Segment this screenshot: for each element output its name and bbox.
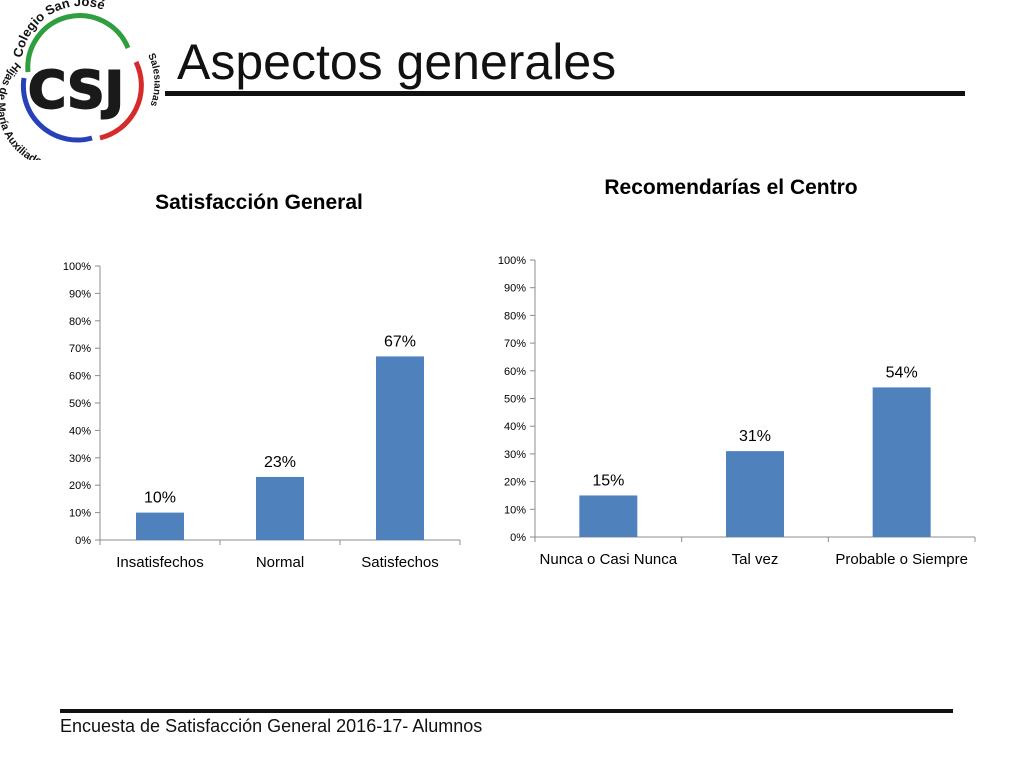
y-tick-label: 60% bbox=[504, 366, 526, 378]
chart-satisfaccion-general: Satisfacción General 0% 10% 20% 30% 40% 50% 60%… bbox=[63, 191, 461, 571]
y-tick-label: 20% bbox=[504, 477, 526, 489]
y-tick-label: 50% bbox=[69, 398, 91, 410]
y-tick-label: 30% bbox=[69, 453, 91, 465]
bar-0 bbox=[579, 495, 638, 537]
bar-1 bbox=[726, 451, 784, 537]
slide-title: Aspectos generales bbox=[177, 34, 617, 90]
chart-title: Satisfacción General bbox=[155, 191, 363, 214]
logo-monogram: CSJ bbox=[28, 61, 124, 121]
logo-arc-green bbox=[25, 13, 131, 73]
category-label: Nunca o Casi Nunca bbox=[540, 551, 678, 568]
bar-1 bbox=[256, 476, 304, 540]
chart-recomendarias-centro: Recomendarías el Centro 0% 10% 20% 30% 40% 50%… bbox=[498, 176, 976, 568]
y-tick-label: 70% bbox=[504, 338, 526, 350]
bar-2 bbox=[376, 356, 424, 540]
y-tick-label: 0% bbox=[75, 535, 91, 547]
y-tick-label: 20% bbox=[69, 480, 91, 492]
bar-0 bbox=[136, 512, 184, 540]
logo-arc-red bbox=[99, 60, 144, 141]
title-underline bbox=[165, 91, 965, 96]
y-tick-label: 80% bbox=[504, 310, 526, 322]
y-tick-label: 50% bbox=[504, 394, 526, 406]
category-label: Insatisfechos bbox=[116, 554, 204, 571]
y-tick-label: 0% bbox=[510, 532, 526, 544]
footer-caption: Encuesta de Satisfacción General 2016-17… bbox=[60, 716, 483, 736]
y-tick-label: 70% bbox=[69, 343, 91, 355]
y-tick-label: 100% bbox=[63, 261, 91, 273]
logo-ring-top: Colegio San José bbox=[10, 0, 107, 59]
y-tick-label: 40% bbox=[504, 421, 526, 433]
category-label: Probable o Siempre bbox=[835, 551, 968, 568]
data-label: 15% bbox=[592, 472, 624, 489]
category-label: Satisfechos bbox=[361, 554, 439, 571]
data-label: 23% bbox=[264, 454, 296, 471]
y-tick-label: 40% bbox=[69, 425, 91, 437]
data-label: 67% bbox=[384, 333, 416, 350]
y-tick-label: 100% bbox=[498, 255, 526, 267]
logo-arc-blue bbox=[20, 77, 93, 143]
y-tick-label: 90% bbox=[69, 288, 91, 300]
footer-rule bbox=[60, 709, 953, 713]
category-label: Tal vez bbox=[732, 551, 779, 568]
data-label: 10% bbox=[144, 490, 176, 507]
y-tick-label: 10% bbox=[504, 504, 526, 516]
y-tick-label: 80% bbox=[69, 316, 91, 328]
data-label: 31% bbox=[739, 428, 771, 445]
category-label: Normal bbox=[256, 554, 304, 571]
y-tick-label: 90% bbox=[504, 283, 526, 295]
y-tick-label: 30% bbox=[504, 449, 526, 461]
chart-title: Recomendarías el Centro bbox=[604, 176, 857, 199]
school-logo: Colegio San José Hijas de María Auxiliad… bbox=[0, 0, 160, 160]
y-tick-label: 10% bbox=[69, 508, 91, 520]
logo-ring-right: Salesianas bbox=[145, 52, 160, 108]
y-tick-label: 60% bbox=[69, 371, 91, 383]
data-label: 54% bbox=[886, 364, 918, 381]
bar-2 bbox=[872, 387, 931, 537]
